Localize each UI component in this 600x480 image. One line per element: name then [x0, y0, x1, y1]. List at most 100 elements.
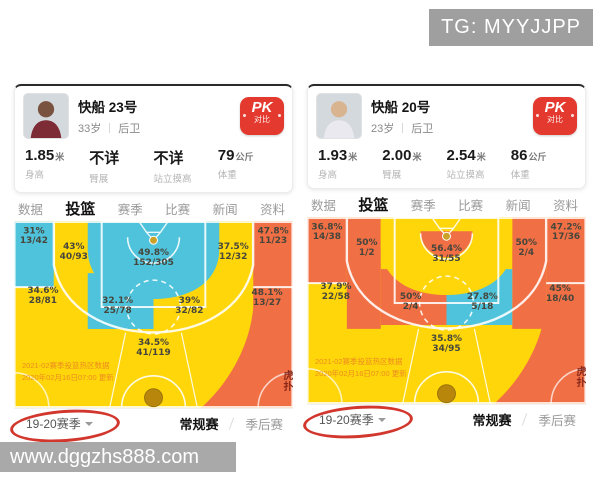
tab-赛季[interactable]: 赛季 — [117, 203, 143, 217]
player-name: 快船 23号 — [78, 100, 138, 115]
attributes-row: 1.93米 身高 2.00米 臂展 2.54米 站立摸高 86公斤 体重 — [316, 147, 577, 183]
tab-投篮[interactable]: 投篮 — [358, 197, 389, 214]
zone-mid-left — [53, 221, 88, 333]
divider — [522, 413, 528, 426]
zone-ratio-mid-left: 40/93 — [60, 252, 88, 262]
player-age: 23岁 — [371, 123, 395, 135]
tab-资料[interactable]: 资料 — [259, 203, 285, 217]
season-selector[interactable]: 19-20赛季 — [9, 406, 121, 446]
attributes-row: 1.85米 身高 不详 臂展 不详 站立摸高 79公斤 体重 — [23, 147, 284, 187]
zone-mid-right — [219, 221, 254, 333]
hupu-logo: 虎扑 — [574, 366, 585, 388]
zone-pct-top-key: 35.8% — [431, 334, 462, 344]
zone-restricted — [420, 231, 473, 258]
playoffs-tab[interactable]: 季后赛 — [538, 414, 576, 428]
attribute-身高: 1.93米 身高 — [318, 147, 358, 181]
zone-restricted — [127, 235, 180, 262]
zone-ratio-lower-left: 2/4 — [403, 302, 419, 312]
attribute-臂展: 不详 臂展 — [89, 150, 120, 185]
regular-season-tab[interactable]: 常规赛 — [472, 413, 512, 428]
shot-chart: 31% 13/42 43% 40/93 49.8% 152/305 37.5% 12/32 47… — [14, 221, 293, 408]
regular-season-tab[interactable]: 常规赛 — [179, 417, 219, 432]
zone-ratio-mid-left: 1/2 — [359, 248, 375, 258]
zone-pct-lower-right: 39% — [179, 296, 200, 306]
zone-wing-right — [201, 287, 293, 408]
attribute-身高: 1.85米 身高 — [25, 147, 65, 181]
zone-ratio-corner-left: 14/38 — [313, 232, 341, 242]
zone-pct-lower-left: 32.1% — [102, 296, 133, 306]
player-avatar — [316, 93, 362, 139]
player-name: 快船 20号 — [371, 100, 431, 115]
season-selector-label: 19-20赛季 — [26, 417, 81, 431]
caret-down-icon — [84, 421, 93, 426]
site-watermark: www.dggzhs888.com — [0, 442, 236, 472]
player-panel-right: 快船 20号 23岁 后卫 PK 对比 1.93米 身高 2.00米 臂展 2.54米站… — [302, 84, 586, 442]
zone-ratio-mid-right: 2/4 — [518, 248, 534, 258]
zone-pct-lower-right: 27.8% — [467, 292, 498, 302]
zone-pct-corner-right: 47.2% — [551, 222, 582, 232]
player-position: 后卫 — [118, 123, 141, 135]
player-position: 后卫 — [411, 123, 434, 135]
attribute-体重: 86公斤 体重 — [510, 147, 547, 181]
zone-ratio-paint: 31/55 — [432, 254, 460, 264]
zone-ratio-mid-right: 12/32 — [219, 252, 247, 262]
tab-比赛[interactable]: 比赛 — [165, 203, 191, 217]
caret-down-icon — [377, 417, 386, 422]
zone-ratio-wing-right: 18/40 — [546, 294, 574, 304]
tab-数据[interactable]: 数据 — [18, 203, 44, 217]
zone-ratio-wing-left: 28/81 — [29, 296, 57, 306]
zone-pct-mid-right: 37.5% — [218, 242, 249, 252]
zone-corner-left — [307, 217, 347, 284]
zone-mid-right — [512, 217, 547, 329]
tab-新闻[interactable]: 新闻 — [212, 203, 238, 217]
zone-pct-wing-right: 48.1% — [252, 288, 283, 298]
tab-资料[interactable]: 资料 — [552, 199, 578, 213]
zone-ratio-paint: 152/305 — [133, 258, 174, 268]
attribute-体重: 79公斤 体重 — [217, 147, 254, 181]
tab-投篮[interactable]: 投篮 — [65, 201, 96, 218]
zone-ratio-corner-right: 11/23 — [259, 236, 287, 246]
tab-比赛[interactable]: 比赛 — [458, 199, 484, 213]
divider — [229, 417, 235, 430]
zone-ratio-lower-right: 32/82 — [175, 306, 203, 316]
zone-pct-wing-left: 37.9% — [320, 282, 351, 292]
zone-ratio-top-key: 41/119 — [136, 348, 170, 358]
pk-compare-button[interactable]: PK 对比 — [533, 97, 577, 135]
season-selector-label: 19-20赛季 — [319, 413, 374, 427]
zone-pct-top-key: 34.5% — [138, 338, 169, 348]
zone-ratio-top-key: 34/95 — [432, 344, 460, 354]
zone-pct-mid-left: 43% — [63, 242, 84, 252]
comparison-panels: 快船 23号 33岁 后卫 PK 对比 1.85米 身高 不详 臂展 不详 站立摸高 79公… — [9, 84, 586, 446]
zone-pct-paint: 49.8% — [138, 248, 169, 258]
tab-数据[interactable]: 数据 — [311, 199, 337, 213]
season-selector[interactable]: 19-20赛季 — [302, 402, 414, 442]
telegram-watermark: TG: MYYJJPP — [429, 9, 593, 46]
pk-compare-button[interactable]: PK 对比 — [240, 97, 284, 135]
divider — [109, 123, 111, 133]
zone-ratio-corner-left: 13/42 — [20, 236, 48, 246]
attribute-站立摸高: 2.54米 站立摸高 — [446, 147, 486, 181]
attribute-站立摸高: 不详 站立摸高 — [153, 150, 192, 185]
tab-bar: 数据 投篮 赛季 比赛 新闻 资料 — [14, 193, 293, 221]
tab-bar: 数据 投篮 赛季 比赛 新闻 资料 — [307, 189, 586, 217]
tab-新闻[interactable]: 新闻 — [505, 199, 531, 213]
hupu-logo: 虎扑 — [281, 370, 292, 392]
zone-pct-wing-right: 45% — [549, 284, 570, 294]
attribute-臂展: 2.00米 臂展 — [382, 147, 422, 181]
zone-mid-left — [346, 217, 381, 329]
zone-pct-corner-right: 47.8% — [258, 226, 289, 236]
player-avatar — [23, 93, 69, 139]
zone-ratio-wing-right: 13/27 — [253, 298, 281, 308]
player-age: 33岁 — [78, 123, 102, 135]
playoffs-tab[interactable]: 季后赛 — [245, 418, 283, 432]
zone-pct-mid-left: 50% — [356, 238, 377, 248]
zone-corner-right — [253, 221, 293, 288]
tab-赛季[interactable]: 赛季 — [410, 199, 436, 213]
hoop-icon — [442, 231, 451, 241]
player-card: 快船 23号 33岁 后卫 PK 对比 1.85米 身高 不详 臂展 不详 站立摸高 79公… — [14, 84, 293, 193]
season-bar: 19-20赛季 常规赛 季后赛 — [302, 402, 586, 442]
zone-pct-lower-left: 50% — [400, 292, 421, 302]
zone-corner-left — [14, 221, 54, 288]
